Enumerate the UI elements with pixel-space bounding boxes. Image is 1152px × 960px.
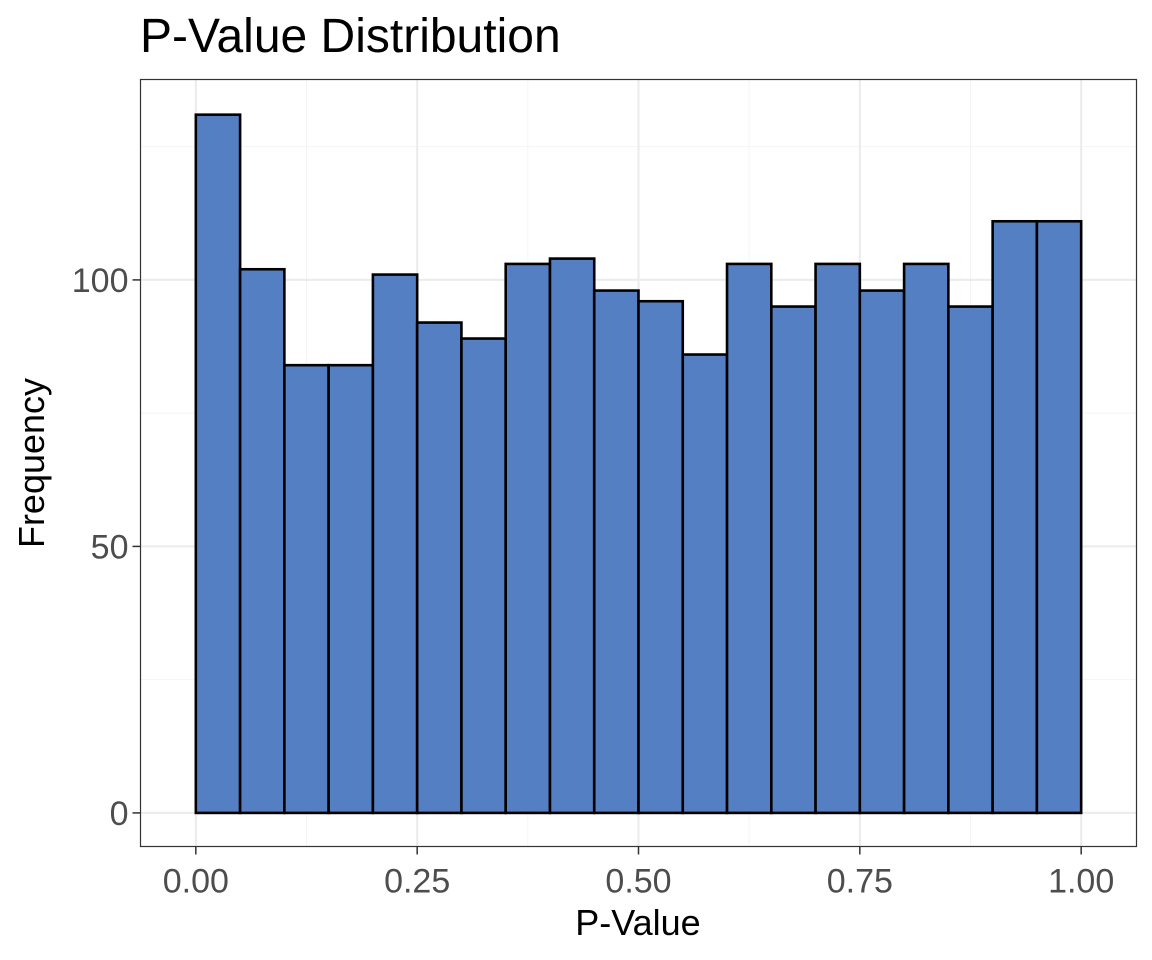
histogram-bar <box>504 262 552 815</box>
histogram-bar <box>725 262 773 815</box>
x-tick-label: 0.00 <box>163 863 229 901</box>
x-axis-title: P-Value <box>575 902 700 943</box>
histogram-bar <box>858 289 906 815</box>
x-tick-label: 1.00 <box>1048 863 1114 901</box>
histogram-bar <box>327 363 375 815</box>
x-tick-label: 0.75 <box>827 863 893 901</box>
histogram-bar <box>991 219 1039 815</box>
histogram-bar <box>681 353 729 815</box>
x-tick-label: 0.50 <box>605 863 671 901</box>
histogram-bar <box>415 321 463 815</box>
chart-title: P-Value Distribution <box>140 10 561 63</box>
histogram-bar <box>371 273 419 815</box>
y-axis-title: Frequency <box>11 378 52 548</box>
histogram-bar <box>947 305 994 815</box>
histogram-bar <box>814 262 862 815</box>
histogram-bar <box>460 337 507 815</box>
histogram-bar <box>769 305 817 815</box>
y-tick-label: 0 <box>110 795 129 833</box>
histogram-bar <box>592 289 640 815</box>
y-tick-label: 50 <box>91 528 129 566</box>
histogram-bar <box>637 299 685 815</box>
histogram-bar <box>238 267 286 815</box>
axis-ticks: 0.00 0.25 0.50 0.75 1.00 0 50 100 <box>72 262 1114 901</box>
histogram-bars <box>194 113 1083 815</box>
y-tick-label: 100 <box>72 262 129 300</box>
histogram-bar <box>1035 219 1083 815</box>
x-tick-label: 0.25 <box>384 863 450 901</box>
histogram-bar <box>283 363 330 815</box>
histogram-bar <box>548 257 596 815</box>
histogram-bar <box>194 113 242 815</box>
histogram-bar <box>902 262 950 815</box>
